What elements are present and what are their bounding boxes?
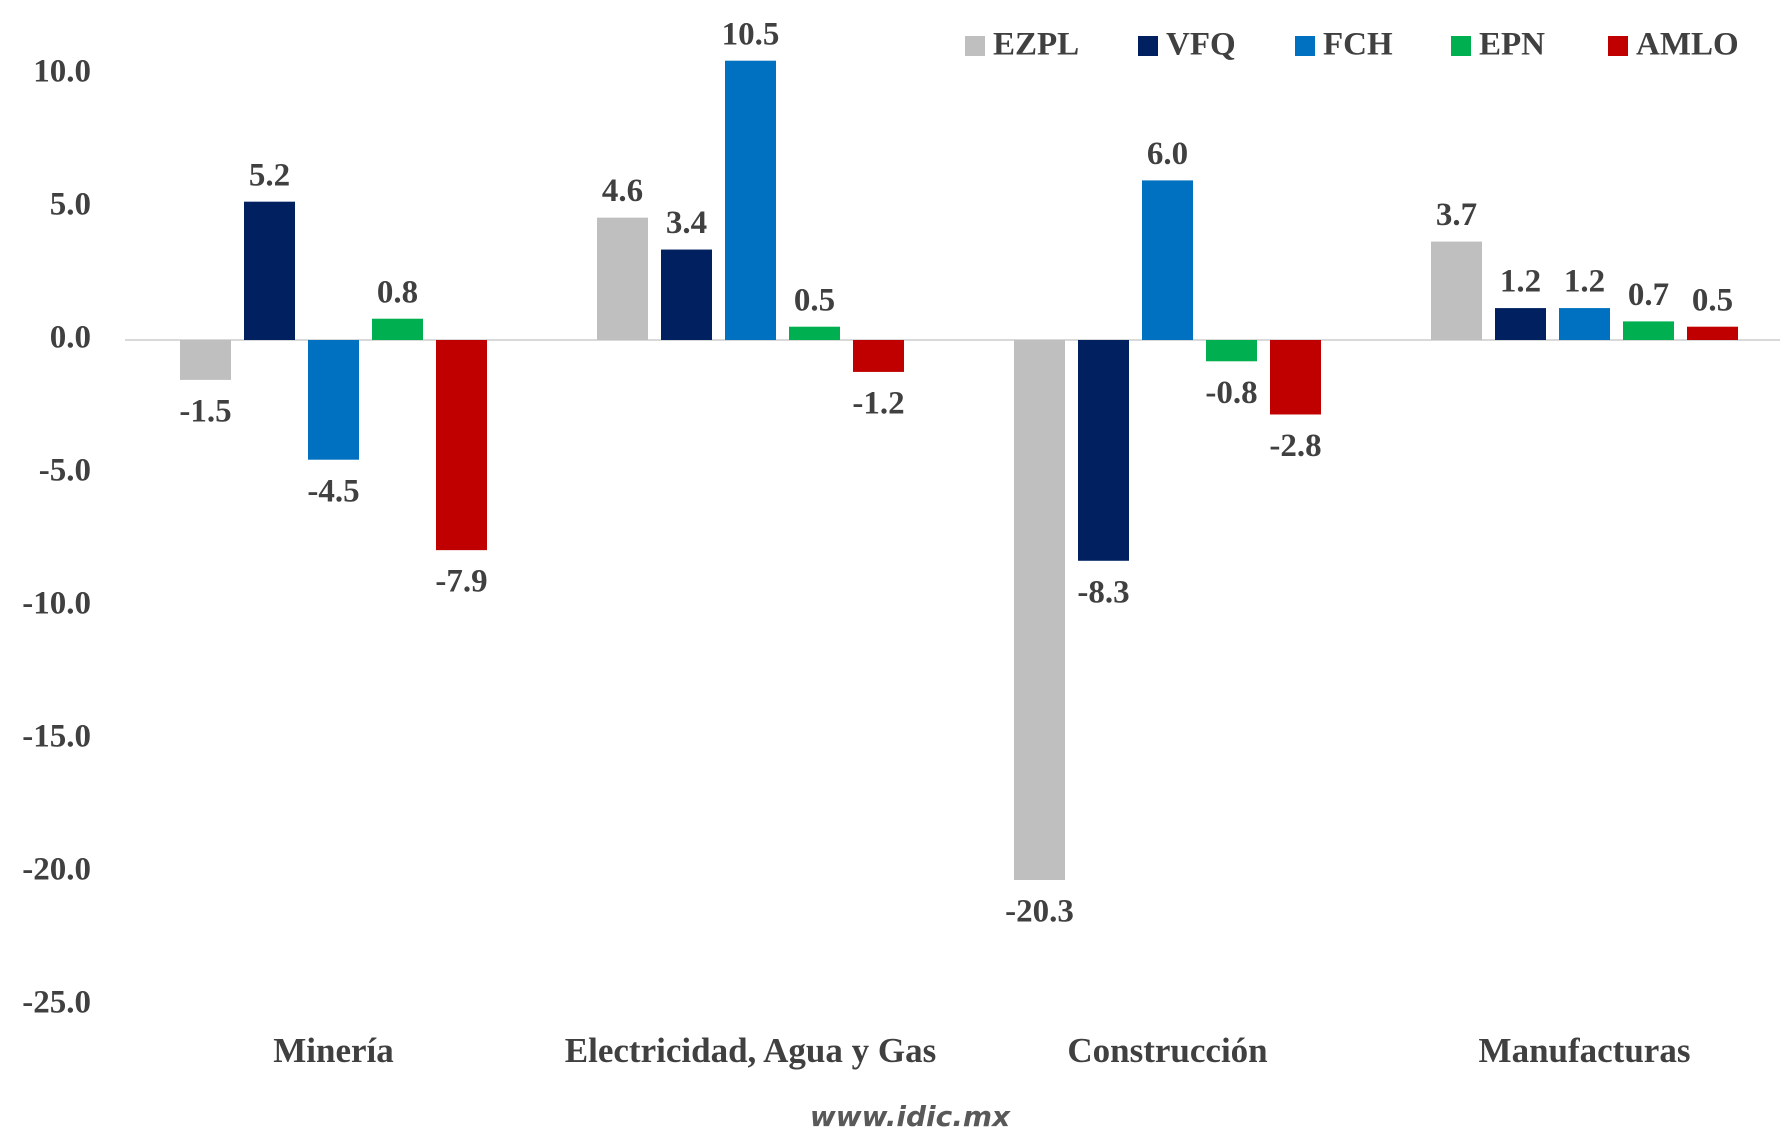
data-label: -7.9 <box>435 564 487 600</box>
bar <box>1623 321 1674 340</box>
data-label: 3.7 <box>1436 197 1477 233</box>
data-label: 0.8 <box>377 274 418 310</box>
data-label: 5.2 <box>249 157 290 193</box>
data-label: -0.8 <box>1205 375 1257 411</box>
bar <box>308 340 359 460</box>
legend-label: EZPL <box>993 27 1079 63</box>
data-label: 0.7 <box>1628 277 1669 313</box>
bar <box>244 201 295 340</box>
x-tick-label: Minería <box>273 1031 394 1070</box>
bar <box>1495 308 1546 340</box>
y-tick-label: -25.0 <box>22 985 91 1021</box>
data-label: 10.5 <box>722 16 780 52</box>
bar <box>1687 326 1738 340</box>
legend-swatch <box>1138 36 1158 56</box>
legend-label: AMLO <box>1636 27 1739 63</box>
legend-swatch <box>1608 36 1628 56</box>
data-label: -8.3 <box>1077 574 1129 610</box>
y-tick-label: -15.0 <box>22 719 91 755</box>
y-tick-label: 10.0 <box>33 54 91 90</box>
bar <box>180 340 231 380</box>
x-tick-label: Manufacturas <box>1478 1031 1691 1070</box>
y-tick-label: 5.0 <box>50 187 91 223</box>
bar <box>597 217 648 340</box>
x-tick-label: Electricidad, Agua y Gas <box>564 1031 937 1070</box>
y-tick-label: -5.0 <box>39 453 91 489</box>
data-label: -20.3 <box>1005 894 1074 930</box>
bar <box>661 249 712 340</box>
data-label: 0.5 <box>1692 282 1733 318</box>
bar <box>372 318 423 340</box>
bar <box>1559 308 1610 340</box>
legend-label: FCH <box>1323 27 1393 63</box>
bar <box>1142 180 1193 340</box>
data-label: 1.2 <box>1564 264 1605 300</box>
data-label: -1.2 <box>852 385 904 421</box>
legend-label: EPN <box>1479 27 1545 63</box>
data-label: 4.6 <box>602 173 643 209</box>
bar <box>436 340 487 551</box>
y-tick-label: -20.0 <box>22 852 91 888</box>
bar <box>1206 340 1257 362</box>
data-label: -2.8 <box>1269 428 1321 464</box>
bar <box>1014 340 1065 880</box>
y-tick-label: 0.0 <box>50 320 91 356</box>
legend-label: VFQ <box>1166 27 1236 63</box>
bar <box>853 340 904 372</box>
bar <box>1431 241 1482 340</box>
data-label: 6.0 <box>1147 136 1188 172</box>
data-label: 0.5 <box>794 282 835 318</box>
bar <box>1078 340 1129 561</box>
bar <box>789 326 840 340</box>
legend-swatch <box>965 36 985 56</box>
legend-swatch <box>1295 36 1315 56</box>
watermark: www.idic.mx <box>809 1100 1011 1133</box>
data-label: -1.5 <box>179 393 231 429</box>
data-label: 3.4 <box>666 205 707 241</box>
bar <box>725 60 776 340</box>
bar <box>1270 340 1321 415</box>
legend-swatch <box>1451 36 1471 56</box>
y-tick-label: -10.0 <box>22 586 91 622</box>
data-label: 1.2 <box>1500 264 1541 300</box>
x-tick-label: Construcción <box>1067 1031 1268 1070</box>
data-label: -4.5 <box>307 473 359 509</box>
